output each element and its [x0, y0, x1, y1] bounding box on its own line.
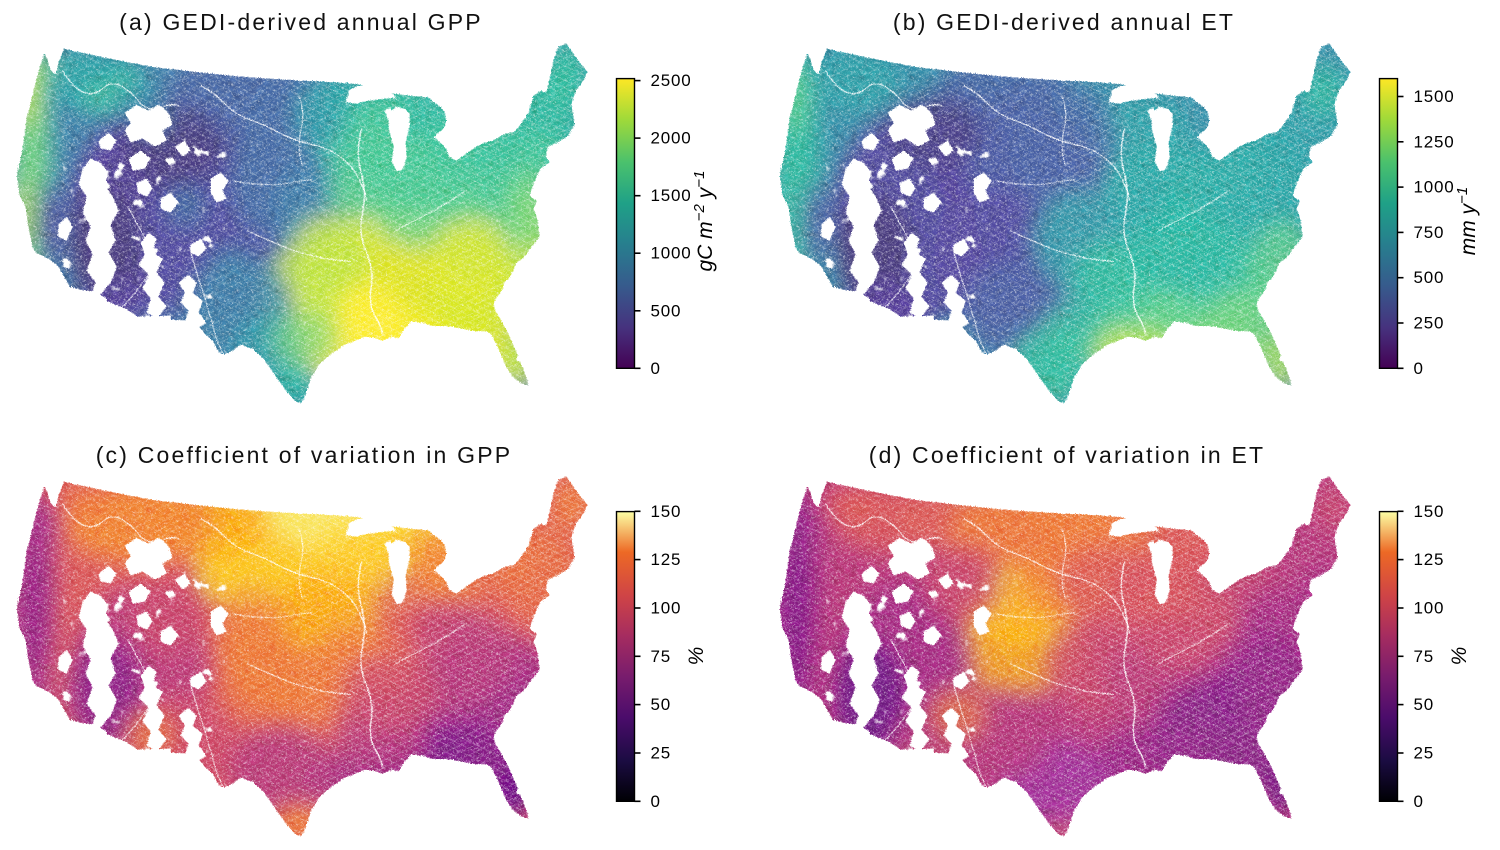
svg-text:125: 125 — [651, 550, 682, 569]
svg-text:1250: 1250 — [1414, 132, 1455, 151]
svg-text:750: 750 — [1414, 223, 1445, 242]
svg-text:2500: 2500 — [651, 71, 692, 90]
svg-text:100: 100 — [651, 599, 682, 618]
svg-text:500: 500 — [1414, 268, 1445, 287]
svg-text:1000: 1000 — [651, 244, 692, 263]
svg-text:25: 25 — [651, 744, 672, 763]
svg-text:25: 25 — [1414, 744, 1435, 763]
svg-text:(d) Coefficient of variation i: (d) Coefficient of variation in ET — [869, 442, 1266, 468]
svg-text:50: 50 — [1414, 695, 1435, 714]
svg-text:0: 0 — [1414, 359, 1424, 378]
svg-text:%: % — [1448, 647, 1471, 666]
svg-text:250: 250 — [1414, 314, 1445, 333]
svg-text:1500: 1500 — [651, 186, 692, 205]
svg-text:(c) Coefficient of variation i: (c) Coefficient of variation in GPP — [96, 442, 513, 468]
svg-text:125: 125 — [1414, 550, 1445, 569]
svg-text:75: 75 — [1414, 647, 1435, 666]
svg-text:0: 0 — [1414, 792, 1424, 811]
svg-text:150: 150 — [651, 502, 682, 521]
svg-text:1000: 1000 — [1414, 178, 1455, 197]
svg-text:(a) GEDI-derived annual GPP: (a) GEDI-derived annual GPP — [119, 9, 483, 35]
svg-text:1500: 1500 — [1414, 87, 1455, 106]
svg-text:0: 0 — [651, 792, 661, 811]
svg-text:0: 0 — [651, 359, 661, 378]
svg-text:500: 500 — [651, 301, 682, 320]
svg-text:150: 150 — [1414, 502, 1445, 521]
svg-text:100: 100 — [1414, 599, 1445, 618]
svg-text:%: % — [685, 647, 708, 666]
svg-text:(b) GEDI-derived annual ET: (b) GEDI-derived annual ET — [893, 9, 1235, 35]
svg-text:2000: 2000 — [651, 129, 692, 148]
svg-text:50: 50 — [651, 695, 672, 714]
svg-text:75: 75 — [651, 647, 672, 666]
